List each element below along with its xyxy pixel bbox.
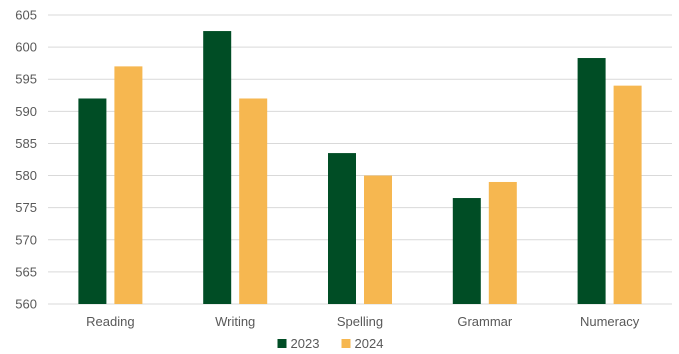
- y-tick-label: 585: [15, 136, 37, 151]
- x-category-label: Spelling: [337, 314, 383, 329]
- bar-2023-reading: [78, 98, 107, 304]
- legend-swatch: [277, 339, 287, 348]
- legend-swatch: [341, 339, 351, 348]
- x-category-label: Grammar: [457, 314, 513, 329]
- legend-label: 2023: [291, 336, 320, 351]
- y-tick-label: 605: [15, 8, 37, 23]
- y-tick-label: 600: [15, 40, 37, 55]
- x-category-label: Reading: [86, 314, 134, 329]
- bar-2024-writing: [239, 98, 268, 304]
- gridlines: [48, 14, 672, 305]
- bar-2023-writing: [203, 31, 232, 305]
- bars: [78, 31, 642, 305]
- legend: 2023 2024: [277, 336, 384, 351]
- y-tick-label: 560: [15, 297, 37, 312]
- bar-2024-grammar: [488, 181, 517, 304]
- x-category-label: Numeracy: [580, 314, 640, 329]
- bar-2023-numeracy: [577, 58, 606, 305]
- y-tick-label: 575: [15, 200, 37, 215]
- bar-2023-grammar: [452, 198, 481, 304]
- y-tick-label: 595: [15, 72, 37, 87]
- y-tick-label: 565: [15, 264, 37, 279]
- bar-2023-spelling: [328, 153, 356, 304]
- x-axis-labels: Reading Writing Spelling Grammar Numeracy: [86, 314, 640, 329]
- y-tick-label: 570: [15, 232, 37, 247]
- x-category-label: Writing: [215, 314, 255, 329]
- y-tick-label: 580: [15, 168, 37, 183]
- bar-2024-reading: [114, 66, 143, 304]
- y-axis-ticks: 560 565 570 575 580 585 590 595 600 605: [15, 8, 37, 312]
- y-tick-label: 590: [15, 104, 37, 119]
- legend-label: 2024: [355, 336, 384, 351]
- bar-2024-spelling: [364, 175, 392, 304]
- bar-2024-numeracy: [613, 85, 642, 305]
